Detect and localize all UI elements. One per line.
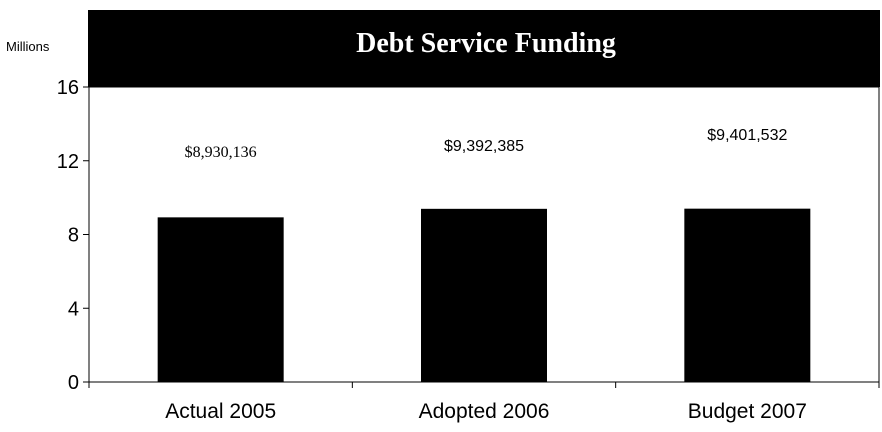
bar-data-label: $9,392,385 <box>444 138 524 155</box>
y-tick-label: 12 <box>57 151 79 173</box>
bar-data-label: $8,930,136 <box>185 144 257 161</box>
bar <box>421 208 547 382</box>
data-labels: $8,930,136 $9,392,385 $9,401,532 <box>185 127 788 161</box>
category-label: Actual 2005 <box>165 400 276 423</box>
y-axis: 0 4 8 12 16 <box>57 77 89 394</box>
category-label: Adopted 2006 <box>419 400 550 423</box>
bar <box>157 217 284 382</box>
bar-data-label: $9,401,532 <box>707 127 787 144</box>
category-label: Budget 2007 <box>688 400 807 423</box>
chart-title: Debt Service Funding <box>356 28 616 59</box>
y-tick-label: 8 <box>68 225 79 247</box>
category-labels: Actual 2005 Adopted 2006 Budget 2007 <box>165 400 807 423</box>
bar <box>684 208 811 382</box>
title-band <box>88 10 880 87</box>
x-axis <box>88 382 880 388</box>
y-tick-label: 4 <box>68 298 79 320</box>
y-tick-label: 16 <box>57 77 79 99</box>
y-tick-label: 0 <box>68 372 79 394</box>
y-axis-unit-label: Millions <box>6 39 50 54</box>
bar-series <box>157 208 811 382</box>
